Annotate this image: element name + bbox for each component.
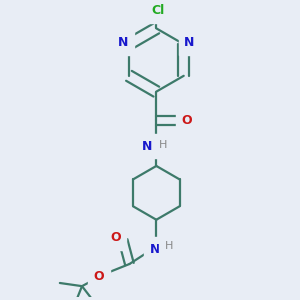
Text: N: N	[150, 243, 160, 256]
Text: N: N	[142, 140, 153, 153]
Text: N: N	[118, 36, 128, 49]
Text: O: O	[110, 231, 121, 244]
Text: Cl: Cl	[151, 4, 164, 17]
Text: H: H	[165, 241, 173, 251]
Text: N: N	[184, 36, 195, 49]
Text: O: O	[182, 114, 192, 127]
Text: H: H	[159, 140, 167, 150]
Text: O: O	[93, 270, 104, 283]
